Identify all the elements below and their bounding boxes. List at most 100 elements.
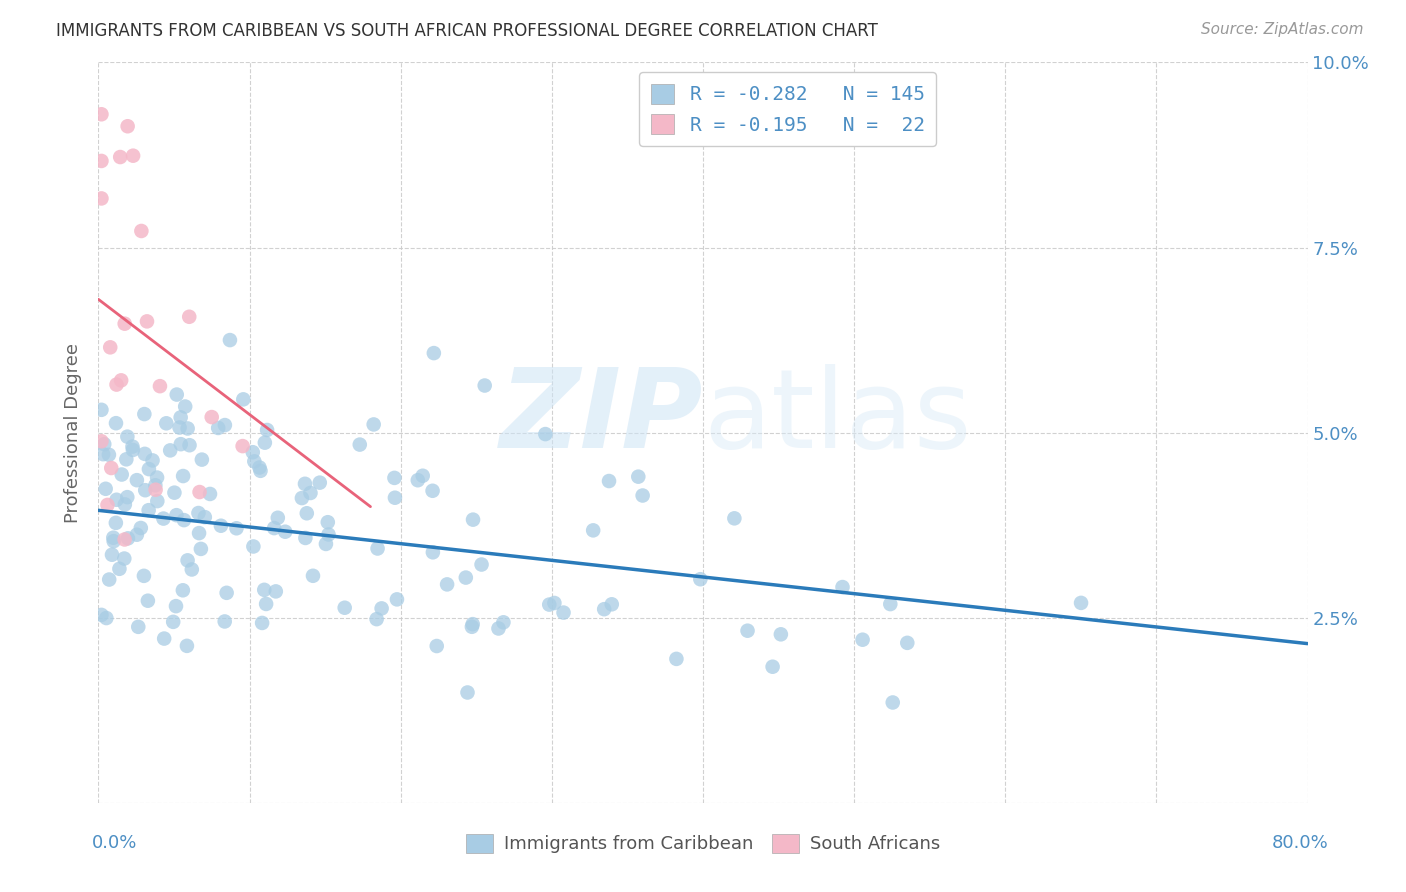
Point <box>457 685 479 699</box>
Point <box>98 340 121 354</box>
Point <box>176 639 198 653</box>
Point <box>129 521 152 535</box>
Point <box>90 191 112 205</box>
Point <box>131 224 153 238</box>
Point <box>90 607 112 622</box>
Point <box>146 470 169 484</box>
Point <box>136 314 159 328</box>
Point <box>122 149 145 163</box>
Point <box>385 592 408 607</box>
Point <box>534 427 557 442</box>
Point <box>882 696 904 710</box>
Point <box>103 534 125 549</box>
Point <box>201 410 224 425</box>
Point <box>112 551 135 566</box>
Point <box>159 443 181 458</box>
Point <box>166 387 188 401</box>
Point <box>219 333 242 347</box>
Point <box>294 531 316 545</box>
Point <box>155 417 177 431</box>
Point <box>138 462 160 476</box>
Point <box>145 483 167 497</box>
Point <box>94 482 117 496</box>
Point <box>423 346 446 360</box>
Point <box>363 417 385 432</box>
Point <box>125 473 148 487</box>
Point <box>600 597 623 611</box>
Point <box>253 435 276 450</box>
Point <box>852 632 875 647</box>
Point <box>538 598 561 612</box>
Point <box>370 601 392 615</box>
Point <box>225 521 247 535</box>
Point <box>215 586 238 600</box>
Point <box>138 503 160 517</box>
Point <box>96 611 118 625</box>
Point <box>384 471 406 485</box>
Text: 80.0%: 80.0% <box>1272 834 1329 852</box>
Point <box>214 615 236 629</box>
Point <box>593 602 616 616</box>
Point <box>294 476 316 491</box>
Point <box>831 580 853 594</box>
Point <box>117 430 139 444</box>
Point <box>254 597 277 611</box>
Text: IMMIGRANTS FROM CARIBBEAN VS SOUTH AFRICAN PROFESSIONAL DEGREE CORRELATION CHART: IMMIGRANTS FROM CARIBBEAN VS SOUTH AFRIC… <box>56 22 879 40</box>
Point <box>174 400 197 414</box>
Point <box>163 485 186 500</box>
Point <box>132 569 155 583</box>
Point <box>737 624 759 638</box>
Point <box>188 485 211 500</box>
Point <box>333 600 356 615</box>
Point <box>115 452 138 467</box>
Point <box>723 511 745 525</box>
Point <box>627 469 650 483</box>
Point <box>179 310 201 324</box>
Point <box>769 627 792 641</box>
Text: Source: ZipAtlas.com: Source: ZipAtlas.com <box>1201 22 1364 37</box>
Point <box>90 107 112 121</box>
Point <box>436 577 458 591</box>
Point <box>256 423 278 437</box>
Point <box>176 553 198 567</box>
Point <box>91 447 114 461</box>
Point <box>146 494 169 508</box>
Point <box>470 558 492 572</box>
Point <box>349 437 371 451</box>
Point <box>100 461 122 475</box>
Point <box>166 508 188 523</box>
Point <box>105 492 128 507</box>
Point <box>598 474 620 488</box>
Point <box>153 632 176 646</box>
Point <box>187 506 209 520</box>
Point <box>299 486 322 500</box>
Point <box>101 548 124 562</box>
Point <box>96 498 118 512</box>
Point <box>145 478 167 492</box>
Point <box>384 491 406 505</box>
Point <box>110 150 132 164</box>
Point <box>191 452 214 467</box>
Point <box>104 516 127 530</box>
Legend: R = -0.282   N = 145, R = -0.195   N =  22: R = -0.282 N = 145, R = -0.195 N = 22 <box>640 72 936 146</box>
Point <box>121 440 143 454</box>
Point <box>689 572 711 586</box>
Point <box>152 511 174 525</box>
Point <box>762 659 785 673</box>
Point <box>302 569 325 583</box>
Point <box>422 483 444 498</box>
Point <box>97 448 120 462</box>
Text: ZIP: ZIP <box>499 364 703 471</box>
Point <box>461 513 484 527</box>
Text: atlas: atlas <box>703 364 972 471</box>
Point <box>1070 596 1092 610</box>
Point <box>426 639 449 653</box>
Point <box>232 439 254 453</box>
Point <box>308 475 330 490</box>
Point <box>108 562 131 576</box>
Point <box>207 421 229 435</box>
Point <box>461 620 484 634</box>
Point <box>114 497 136 511</box>
Point <box>665 652 688 666</box>
Point <box>141 453 163 467</box>
